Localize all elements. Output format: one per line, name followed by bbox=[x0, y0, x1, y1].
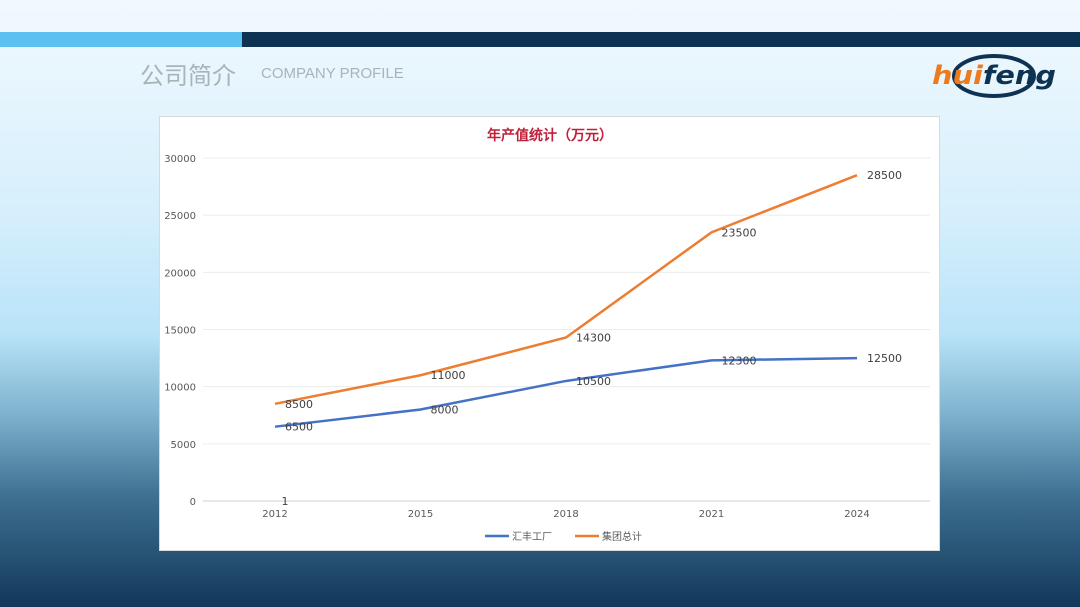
y-tick-label: 25000 bbox=[164, 211, 196, 222]
y-tick-label: 10000 bbox=[164, 383, 196, 394]
x-tick-label: 2024 bbox=[844, 509, 869, 520]
x-tick-label: 2015 bbox=[408, 509, 433, 520]
series-line-1 bbox=[274, 356, 858, 428]
page-title: 公司简介 bbox=[140, 62, 236, 90]
data-label: 11000 bbox=[431, 369, 466, 382]
y-tick-label: 20000 bbox=[164, 268, 196, 279]
data-label: 10500 bbox=[576, 375, 611, 388]
annotation-label: 1 bbox=[282, 495, 289, 508]
data-label: 8500 bbox=[285, 398, 313, 411]
chart-title: 年产值统计（万元） bbox=[487, 127, 613, 144]
y-tick-label: 30000 bbox=[164, 154, 196, 165]
y-tick-label: 5000 bbox=[171, 440, 196, 451]
data-label: 12300 bbox=[722, 354, 757, 367]
x-tick-label: 2021 bbox=[699, 509, 724, 520]
data-label: 23500 bbox=[722, 226, 757, 239]
legend-label: 集团总计 bbox=[602, 530, 642, 543]
data-label: 6500 bbox=[285, 421, 313, 434]
data-label: 12500 bbox=[867, 352, 902, 365]
top-accent-bar-dark bbox=[242, 32, 1080, 47]
data-label: 8000 bbox=[431, 404, 459, 417]
line-chart: 年产值统计（万元） 0 5000 10000 15000 20000 25000 30000… bbox=[164, 127, 930, 543]
data-label: 28500 bbox=[867, 169, 902, 182]
y-tick-label: 15000 bbox=[164, 326, 196, 337]
x-tick-label: 2012 bbox=[262, 509, 287, 520]
x-tick-label: 2018 bbox=[553, 509, 578, 520]
chart-container: 年产值统计（万元） 0 5000 10000 15000 20000 25000 30000… bbox=[159, 116, 940, 551]
data-label: 14300 bbox=[576, 332, 611, 345]
y-tick-label: 0 bbox=[190, 497, 196, 508]
legend-label: 汇丰工厂 bbox=[512, 530, 552, 543]
top-accent-bar-light bbox=[0, 32, 242, 47]
page-subtitle: COMPANY PROFILE bbox=[261, 65, 404, 82]
company-logo: hui feng bbox=[928, 52, 1060, 106]
series-line-2 bbox=[274, 173, 858, 406]
